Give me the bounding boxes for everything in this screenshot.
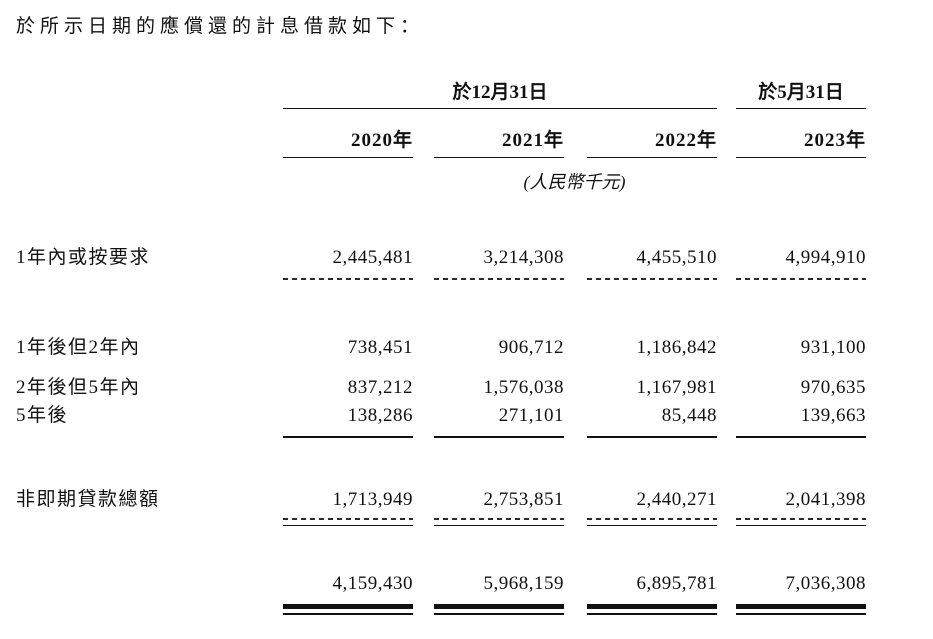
- year-header-2023: 2023年: [736, 104, 866, 158]
- dashed-rule: [736, 518, 866, 520]
- value-2022: 85,448: [661, 405, 717, 426]
- grand-total-rule-thin: [434, 612, 564, 615]
- value-cell: 906,712: [434, 334, 564, 362]
- subtotal-rule: [587, 436, 717, 438]
- table-row: 4,159,430 5,968,159 6,895,781 7,036,308: [16, 570, 866, 615]
- table-row: 2年後但5年內 837,212 1,576,038 1,167,981 970,…: [16, 374, 866, 402]
- value-2023: 970,635: [800, 377, 866, 398]
- year-header-2022: 2022年: [587, 104, 717, 158]
- value-2021: 271,101: [498, 405, 564, 426]
- value-2021: 2,753,851: [483, 489, 564, 510]
- intro-text: 於所示日期的應償還的計息借款如下：: [16, 16, 425, 37]
- value-cell: 1,167,981: [587, 374, 717, 402]
- value-2023: 931,100: [800, 337, 866, 358]
- value-cell: 2,440,271: [587, 486, 717, 526]
- value-cell: 139,663: [736, 402, 866, 438]
- grand-total-rule-thin: [283, 612, 413, 615]
- dashed-rule: [587, 278, 717, 280]
- row-label: 5年後: [16, 405, 69, 426]
- grand-total-rule-thin: [587, 612, 717, 615]
- dashed-rule: [283, 518, 413, 520]
- year-header-2021: 2021年: [434, 104, 564, 158]
- grand-total-rule-thick: [434, 604, 564, 609]
- row-label: 1年後但2年內: [16, 337, 141, 358]
- value-2022: 1,167,981: [636, 377, 717, 398]
- unit-note-row: (人民幣千元): [16, 168, 866, 196]
- value-cell: 2,445,481: [283, 244, 413, 280]
- subtotal-rule: [283, 436, 413, 438]
- table-row: 5年後 138,286 271,101 85,448 139,663: [16, 402, 866, 438]
- value-cell: 271,101: [434, 402, 564, 438]
- dashed-rule: [283, 278, 413, 280]
- table-year-header-row: 2020年 2021年 2022年 2023年: [16, 104, 866, 158]
- dashed-rule: [434, 278, 564, 280]
- value-2023: 139,663: [800, 405, 866, 426]
- row-label: 1年內或按要求: [16, 247, 151, 268]
- dashed-rule: [434, 518, 564, 520]
- group-header-dec31: 於12月31日: [283, 72, 717, 109]
- total-rule: [736, 524, 866, 526]
- value-2021: 5,968,159: [483, 573, 564, 594]
- subtotal-rule: [736, 436, 866, 438]
- value-2023: 4,994,910: [785, 247, 866, 268]
- table-row: 1年後但2年內 738,451 906,712 1,186,842 931,10…: [16, 334, 866, 362]
- value-2022: 2,440,271: [636, 489, 717, 510]
- value-2020: 2,445,481: [332, 247, 413, 268]
- value-cell: 970,635: [736, 374, 866, 402]
- value-cell: 931,100: [736, 334, 866, 362]
- total-rule: [434, 524, 564, 526]
- total-rule: [283, 524, 413, 526]
- grand-total-rule-thick: [283, 604, 413, 609]
- value-2020: 837,212: [347, 377, 413, 398]
- value-2023: 7,036,308: [785, 573, 866, 594]
- total-rule: [587, 524, 717, 526]
- value-2021: 3,214,308: [483, 247, 564, 268]
- value-cell: 2,041,398: [736, 486, 866, 526]
- dashed-rule: [587, 518, 717, 520]
- value-cell: 6,895,781: [587, 570, 717, 615]
- value-cell: 7,036,308: [736, 570, 866, 615]
- grand-total-rule-thick: [736, 604, 866, 609]
- value-2020: 4,159,430: [332, 573, 413, 594]
- unit-note: (人民幣千元): [523, 172, 626, 192]
- value-2021: 906,712: [498, 337, 564, 358]
- value-cell: 837,212: [283, 374, 413, 402]
- value-2022: 6,895,781: [636, 573, 717, 594]
- value-cell: 4,455,510: [587, 244, 717, 280]
- subtotal-rule: [434, 436, 564, 438]
- value-cell: 5,968,159: [434, 570, 564, 615]
- value-cell: 738,451: [283, 334, 413, 362]
- value-2020: 1,713,949: [332, 489, 413, 510]
- table-row: 非即期貸款總額 1,713,949 2,753,851 2,440,271 2,…: [16, 486, 866, 526]
- group-header-may31: 於5月31日: [736, 72, 866, 109]
- value-cell: 3,214,308: [434, 244, 564, 280]
- dashed-rule: [736, 278, 866, 280]
- value-cell: 1,576,038: [434, 374, 564, 402]
- row-label: [16, 570, 283, 615]
- value-cell: 1,713,949: [283, 486, 413, 526]
- value-cell: 2,753,851: [434, 486, 564, 526]
- row-label: 非即期貸款總額: [16, 489, 160, 510]
- value-2020: 138,286: [347, 405, 413, 426]
- grand-total-rule-thin: [736, 612, 866, 615]
- value-cell: 85,448: [587, 402, 717, 438]
- value-2021: 1,576,038: [483, 377, 564, 398]
- table-row: 1年內或按要求 2,445,481 3,214,308 4,455,510 4,…: [16, 244, 866, 280]
- value-cell: 4,159,430: [283, 570, 413, 615]
- value-2022: 1,186,842: [636, 337, 717, 358]
- value-cell: 1,186,842: [587, 334, 717, 362]
- row-label: 2年後但5年內: [16, 377, 141, 398]
- value-cell: 4,994,910: [736, 244, 866, 280]
- grand-total-rule-thick: [587, 604, 717, 609]
- value-2022: 4,455,510: [636, 247, 717, 268]
- table-group-header-row: 於12月31日 於5月31日: [16, 72, 866, 109]
- value-2023: 2,041,398: [785, 489, 866, 510]
- year-header-2020: 2020年: [283, 104, 413, 158]
- value-2020: 738,451: [347, 337, 413, 358]
- value-cell: 138,286: [283, 402, 413, 438]
